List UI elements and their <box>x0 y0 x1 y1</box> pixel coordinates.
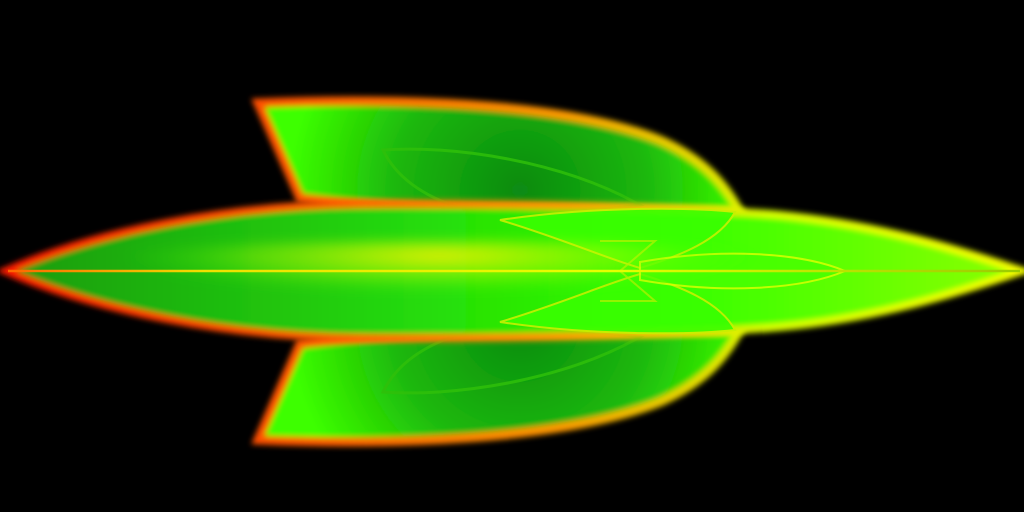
top-wing <box>251 96 748 217</box>
bottom-wing <box>251 325 748 447</box>
